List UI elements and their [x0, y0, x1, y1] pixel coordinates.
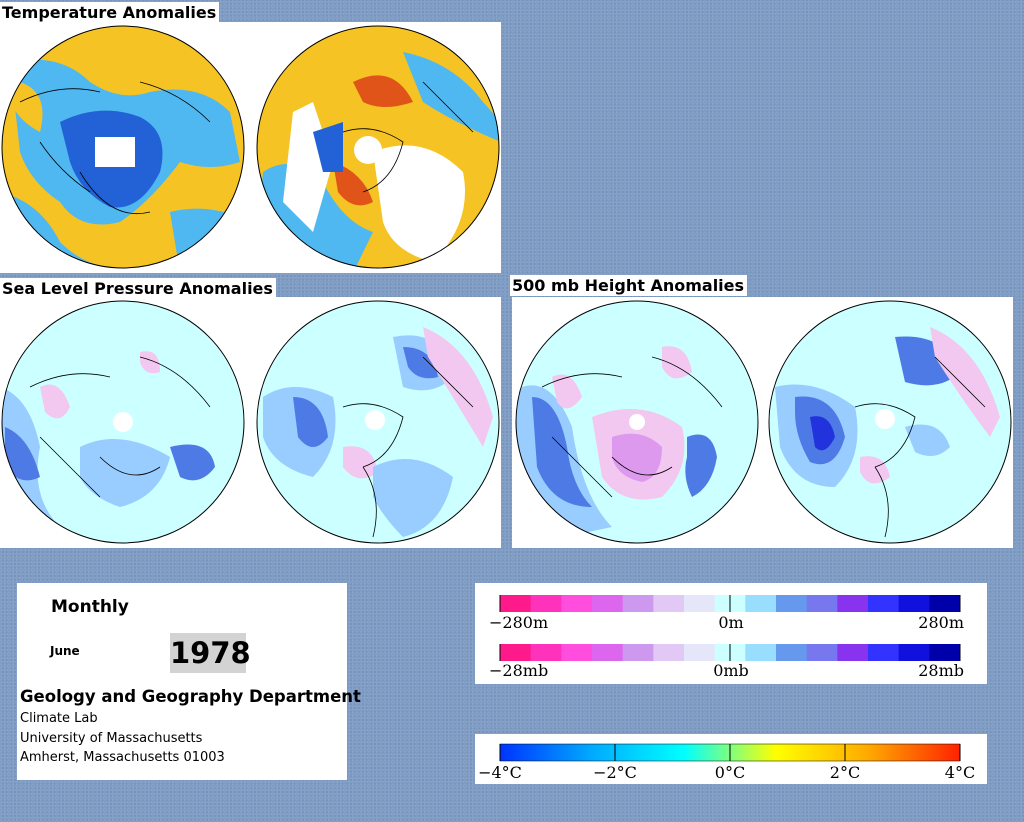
slp-sh-globe [256, 300, 500, 544]
height-swatch-9 [776, 595, 808, 612]
height-color-bar [499, 595, 961, 612]
height500-panel [512, 297, 1013, 548]
temperature-nh-globe [1, 25, 245, 269]
pressure-swatch-6 [684, 644, 716, 661]
pressure-label-min: −28mb [489, 661, 548, 680]
pressure-swatch-3 [592, 644, 624, 661]
height-swatch-14 [929, 595, 961, 612]
height-swatch-13 [898, 595, 930, 612]
pressure-swatch-1 [530, 644, 562, 661]
pressure-swatch-8 [745, 644, 777, 661]
height-swatch-6 [684, 595, 716, 612]
pressure-label-max: 28mb [918, 661, 964, 680]
height-label-max: 280m [918, 613, 964, 632]
height-swatch-10 [806, 595, 838, 612]
temp-label-0: −4°C [478, 763, 522, 782]
info-box: Monthly June 1978 Geology and Geography … [17, 583, 361, 780]
pressure-swatch-12 [868, 644, 900, 661]
address-label: Amherst, Massachusetts 01003 [20, 750, 225, 765]
temperature-ticks [499, 744, 961, 761]
department-label: Geology and Geography Department [20, 687, 361, 706]
temp-label-3: 2°C [830, 763, 860, 782]
height-swatch-3 [592, 595, 624, 612]
pressure-swatch-14 [929, 644, 961, 661]
height500-nh-globe [515, 300, 759, 544]
height-swatch-12 [868, 595, 900, 612]
temperature-sh-globe [256, 25, 500, 269]
pressure-label-zero: 0mb [713, 661, 749, 680]
pressure-swatch-11 [837, 644, 869, 661]
pressure-swatch-5 [653, 644, 685, 661]
height-swatch-4 [622, 595, 654, 612]
height-swatch-5 [653, 595, 685, 612]
pressure-swatch-4 [622, 644, 654, 661]
slp-panel [0, 297, 501, 548]
month-label: June [50, 644, 80, 658]
height-swatch-1 [530, 595, 562, 612]
temperature-title: Temperature Anomalies [0, 2, 220, 23]
slp-nh-globe [1, 300, 245, 544]
period-label: Monthly [51, 597, 129, 617]
temp-label-1: −2°C [593, 763, 637, 782]
temperature-legend-box: −4°C −2°C 0°C 2°C 4°C [475, 734, 987, 784]
temp-label-4: 4°C [945, 763, 975, 782]
height500-title: 500 mb Height Anomalies [510, 275, 748, 296]
pressure-swatch-9 [776, 644, 808, 661]
pressure-swatch-13 [898, 644, 930, 661]
temp-label-2: 0°C [715, 763, 745, 782]
temperature-legend-svg: −4°C −2°C 0°C 2°C 4°C [478, 743, 975, 782]
anomaly-legend-box: −280m 0m 280m −28mb 0mb 28mb [475, 583, 987, 684]
height-label-zero: 0m [718, 613, 743, 632]
height-swatch-8 [745, 595, 777, 612]
pressure-swatch-2 [561, 644, 593, 661]
university-label: University of Massachusetts [20, 731, 203, 746]
pressure-swatch-0 [500, 644, 532, 661]
anomaly-legend-svg: −280m 0m 280m −28mb 0mb 28mb [489, 595, 964, 680]
temperature-panel [0, 22, 501, 273]
year-label: 1978 [170, 633, 251, 673]
height500-sh-globe [768, 300, 1012, 544]
pressure-swatch-10 [806, 644, 838, 661]
height-label-min: −280m [489, 613, 548, 632]
lab-label: Climate Lab [20, 711, 98, 726]
pressure-color-bar [499, 644, 961, 661]
height-swatch-11 [837, 595, 869, 612]
height-swatch-0 [500, 595, 532, 612]
slp-title: Sea Level Pressure Anomalies [0, 278, 276, 299]
height-swatch-2 [561, 595, 593, 612]
